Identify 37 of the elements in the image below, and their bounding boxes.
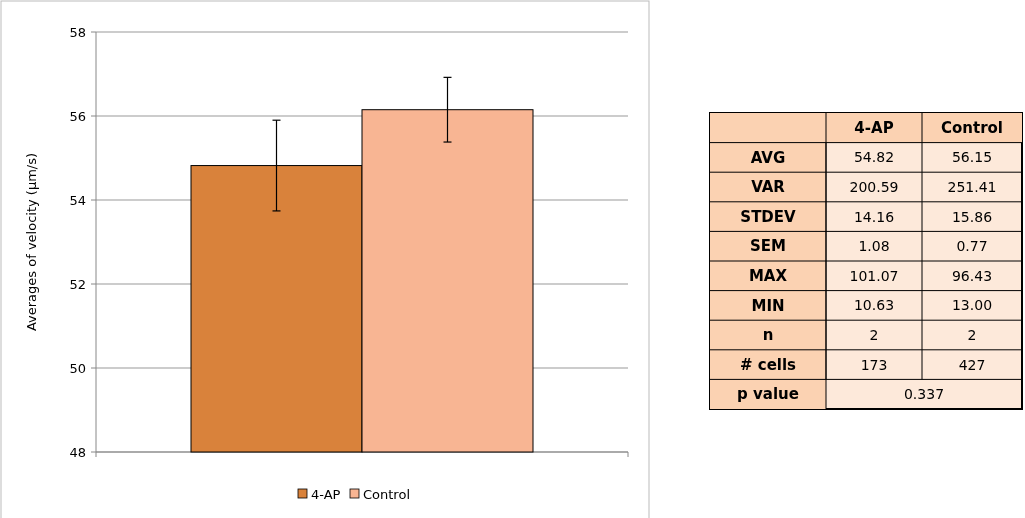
- text: 10.63: [853, 297, 895, 314]
- text: 54.82: [853, 149, 895, 166]
- text: 427: [958, 356, 986, 373]
- text: 2: [869, 326, 879, 343]
- category-label: AVG: [750, 148, 786, 167]
- category-label: Control: [940, 119, 1004, 138]
- category-label: MIN: [751, 296, 785, 315]
- text: 0.77: [956, 238, 988, 255]
- y-axis-title: Averages of velocity (µm/s): [24, 152, 39, 332]
- y-tick-label: 52: [69, 276, 86, 292]
- y-tick-label: 54: [69, 192, 86, 208]
- category-label: p value: [737, 385, 799, 404]
- text: 101.07: [849, 267, 899, 284]
- legend-label: 4-AP: [311, 486, 341, 502]
- category-label: # cells: [739, 355, 797, 374]
- y-tick-label: 58: [69, 24, 86, 40]
- text: 173: [860, 356, 888, 373]
- text: 14.16: [853, 208, 895, 225]
- text: 251.41: [947, 178, 997, 195]
- category-label: MAX: [748, 267, 788, 286]
- legend-label: Control: [363, 486, 410, 502]
- category-label: SEM: [750, 237, 786, 256]
- text: 200.59: [849, 178, 899, 195]
- text: 13.00: [951, 297, 993, 314]
- y-tick-label: 48: [69, 444, 86, 460]
- y-tick-label: 50: [69, 360, 86, 376]
- text: 15.86: [951, 208, 993, 225]
- text: 56.15: [951, 149, 993, 166]
- text: 1.08: [858, 238, 890, 255]
- text: 0.337: [903, 386, 945, 403]
- category-label: 4-AP: [854, 119, 894, 138]
- text: 96.43: [951, 267, 993, 284]
- text: 2: [967, 326, 977, 343]
- category-label: STDEV: [740, 207, 796, 226]
- category-label: n: [762, 326, 774, 345]
- category-label: VAR: [751, 178, 785, 197]
- y-tick-label: 56: [69, 108, 86, 124]
